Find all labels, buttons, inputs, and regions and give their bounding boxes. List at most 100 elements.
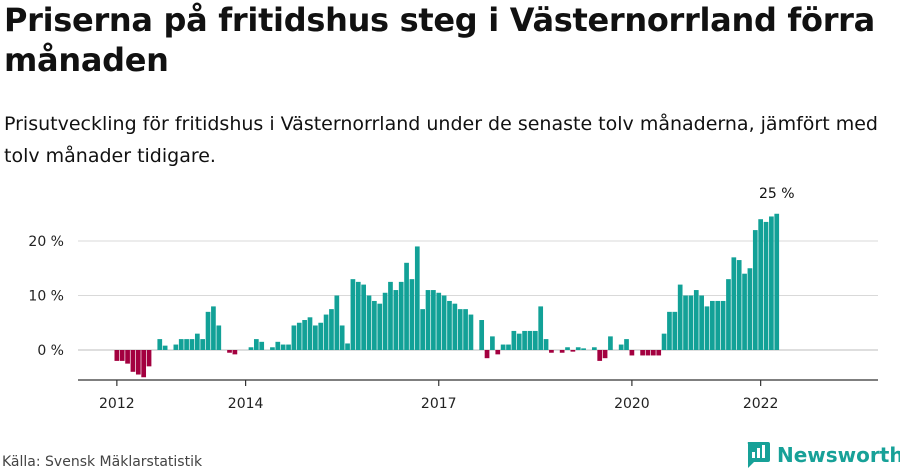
bar[interactable] xyxy=(511,330,517,350)
bar[interactable] xyxy=(699,295,704,351)
bar[interactable] xyxy=(178,339,184,350)
bar[interactable] xyxy=(189,339,195,350)
bar[interactable] xyxy=(447,300,452,350)
bar[interactable] xyxy=(216,325,222,351)
bar[interactable] xyxy=(441,295,447,351)
bar[interactable] xyxy=(495,350,501,355)
bar[interactable] xyxy=(162,345,168,350)
bar[interactable] xyxy=(742,273,747,350)
bar[interactable] xyxy=(318,322,324,350)
bar[interactable] xyxy=(323,314,329,350)
bar[interactable] xyxy=(479,320,485,350)
bar[interactable] xyxy=(672,311,678,350)
bar[interactable] xyxy=(484,350,490,359)
bar[interactable] xyxy=(334,295,340,351)
bar[interactable] xyxy=(200,339,206,350)
bar[interactable] xyxy=(565,347,570,350)
bar[interactable] xyxy=(715,300,721,350)
brand-logo[interactable]: Newsworthy xyxy=(745,441,900,469)
bar[interactable] xyxy=(307,317,313,350)
bar[interactable] xyxy=(404,262,409,350)
bar[interactable] xyxy=(645,350,651,356)
bar[interactable] xyxy=(372,300,377,350)
bar[interactable] xyxy=(355,281,361,351)
bar[interactable] xyxy=(677,284,683,350)
bar[interactable] xyxy=(194,333,200,350)
bar[interactable] xyxy=(490,336,495,351)
bar[interactable] xyxy=(173,344,179,350)
bar[interactable] xyxy=(661,333,667,350)
bar[interactable] xyxy=(350,279,356,350)
bar[interactable] xyxy=(527,330,533,350)
bar[interactable] xyxy=(769,216,774,350)
bar[interactable] xyxy=(624,339,629,350)
bar[interactable] xyxy=(329,309,334,351)
bar[interactable] xyxy=(608,336,613,351)
bar[interactable] xyxy=(522,330,527,350)
bar[interactable] xyxy=(253,339,259,350)
bar[interactable] xyxy=(280,344,286,350)
bar[interactable] xyxy=(211,306,216,350)
bar[interactable] xyxy=(559,350,565,353)
bar[interactable] xyxy=(259,341,265,350)
bar[interactable] xyxy=(339,325,345,351)
bar[interactable] xyxy=(538,306,544,350)
bar[interactable] xyxy=(125,350,130,364)
bar[interactable] xyxy=(296,322,302,350)
bar[interactable] xyxy=(409,279,415,350)
bar[interactable] xyxy=(774,213,780,350)
bar[interactable] xyxy=(135,350,141,375)
bar[interactable] xyxy=(227,350,232,353)
bar[interactable] xyxy=(532,330,538,350)
bar[interactable] xyxy=(602,350,608,359)
bar[interactable] xyxy=(431,290,436,350)
bar[interactable] xyxy=(516,333,522,350)
bar[interactable] xyxy=(398,281,404,351)
bar[interactable] xyxy=(205,311,211,350)
bar[interactable] xyxy=(570,350,576,352)
bar[interactable] xyxy=(549,350,554,353)
bar[interactable] xyxy=(157,339,163,350)
bar[interactable] xyxy=(393,290,399,350)
bar[interactable] xyxy=(736,260,742,350)
bar[interactable] xyxy=(651,350,656,356)
bar[interactable] xyxy=(366,295,372,351)
bar[interactable] xyxy=(710,300,715,350)
bar[interactable] xyxy=(377,303,383,351)
bar[interactable] xyxy=(629,350,635,356)
bar[interactable] xyxy=(704,306,710,350)
bar[interactable] xyxy=(581,348,586,351)
bar[interactable] xyxy=(119,350,125,361)
bar[interactable] xyxy=(597,350,603,361)
bar[interactable] xyxy=(591,347,597,350)
bar[interactable] xyxy=(436,292,442,350)
bar[interactable] xyxy=(302,320,307,350)
bar[interactable] xyxy=(463,309,468,351)
bar[interactable] xyxy=(656,350,662,356)
bar[interactable] xyxy=(731,257,737,350)
bar[interactable] xyxy=(232,350,238,355)
bar[interactable] xyxy=(752,230,758,350)
bar[interactable] xyxy=(141,350,147,378)
bar[interactable] xyxy=(420,309,426,351)
bar[interactable] xyxy=(457,309,463,351)
bar[interactable] xyxy=(275,341,281,350)
bar[interactable] xyxy=(130,350,136,372)
bar[interactable] xyxy=(425,290,431,350)
bar[interactable] xyxy=(720,300,726,350)
bar[interactable] xyxy=(500,344,506,350)
bar[interactable] xyxy=(184,339,189,350)
bar[interactable] xyxy=(693,290,699,350)
bar[interactable] xyxy=(543,339,549,350)
bar[interactable] xyxy=(313,325,318,351)
bar[interactable] xyxy=(361,284,366,350)
bar[interactable] xyxy=(688,295,694,351)
bar[interactable] xyxy=(468,314,474,350)
bar[interactable] xyxy=(286,344,291,350)
bar[interactable] xyxy=(248,347,254,350)
bar[interactable] xyxy=(388,281,393,351)
bar[interactable] xyxy=(291,325,297,351)
bar[interactable] xyxy=(452,303,458,351)
bar[interactable] xyxy=(270,347,275,350)
bar[interactable] xyxy=(747,268,753,350)
